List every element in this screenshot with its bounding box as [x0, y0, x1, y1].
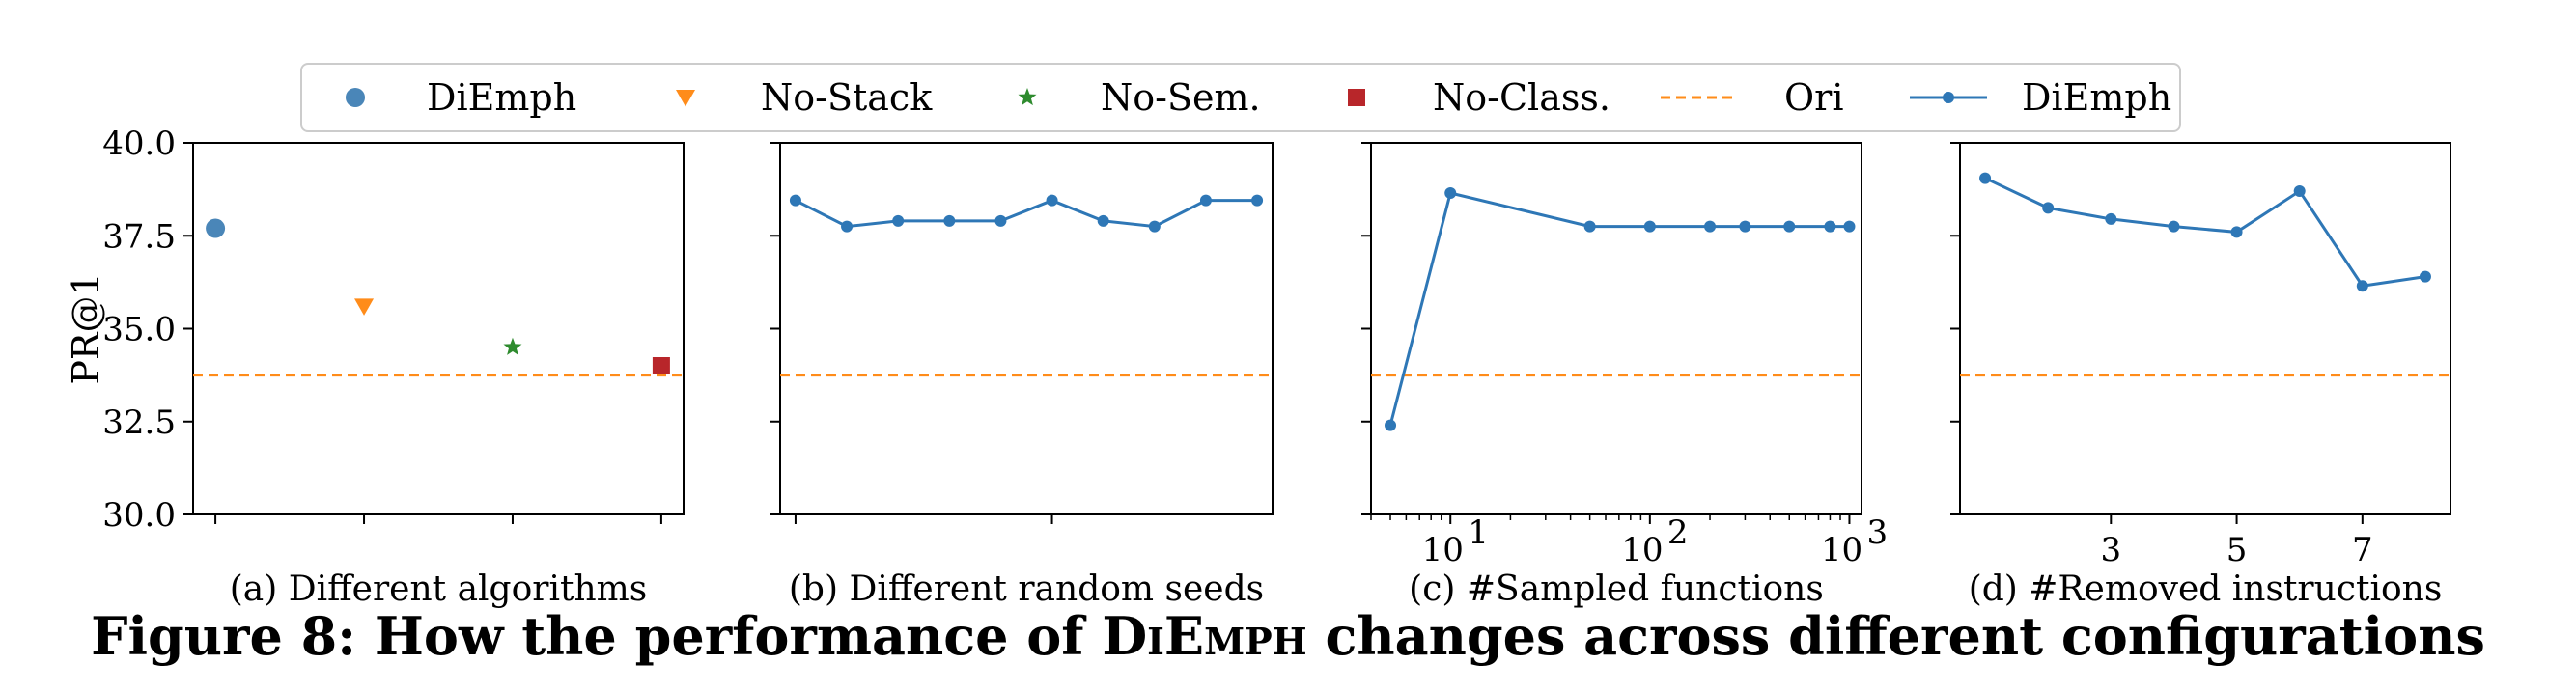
data-point — [1979, 172, 1992, 184]
legend-marker-triangle-down — [676, 90, 695, 107]
legend-label: No-Stack — [761, 76, 933, 119]
point-diemph — [206, 218, 226, 238]
legend-label: Ori — [1784, 76, 1843, 119]
caption-suffix: changes across different configurations — [1307, 605, 2485, 667]
x-tick-label: 10 — [1821, 531, 1862, 569]
data-point — [1251, 194, 1264, 207]
data-point — [2105, 212, 2117, 225]
series-line — [1388, 191, 1850, 426]
panel-c: 10 1 10 2 10 3(c) #Sampled functions — [1361, 142, 1888, 609]
data-point — [2042, 202, 2055, 214]
legend-item-4: No-Class. — [1348, 76, 1610, 119]
data-point — [994, 214, 1007, 227]
data-point — [2230, 226, 2243, 238]
data-point — [892, 214, 905, 227]
plot-frame — [1370, 142, 1862, 515]
legend-label: DiEmph — [2022, 76, 2171, 119]
legend-item-6: DiEmph — [1910, 76, 2171, 119]
point-no-class — [652, 357, 670, 374]
legend-item-5: Ori — [1661, 76, 1843, 119]
point-no-stack — [354, 298, 375, 316]
panel-subtitle: (a) Different algorithms — [230, 569, 648, 609]
data-point — [2293, 185, 2306, 198]
legend: DiEmph No-Stack No-Sem. No-Class. Ori DiEmph — [300, 63, 2181, 132]
data-point — [943, 214, 956, 227]
data-point — [789, 194, 801, 207]
legend-marker-dot — [1943, 92, 1954, 103]
x-tick-exponent: 1 — [1468, 513, 1489, 552]
point-no-sem — [503, 337, 522, 355]
data-point — [1046, 194, 1058, 207]
caption-prefix: Figure 8: How the performance of — [91, 605, 1102, 667]
panel-a: 30.0 32.5 35.0 37.5 40.0 PR@1 (a) Different al… — [65, 125, 685, 609]
legend-label: DiEmph — [427, 76, 576, 119]
data-point — [1148, 220, 1161, 233]
data-point — [1643, 220, 1656, 233]
data-point — [1739, 220, 1751, 233]
legend-item-3: No-Sem. — [1018, 76, 1261, 119]
plot-frame — [1959, 142, 2451, 515]
y-axis-label: PR@1 — [65, 272, 107, 384]
x-tick-label: 10 — [1422, 531, 1464, 569]
data-point — [1199, 194, 1212, 207]
data-point — [841, 220, 854, 233]
data-point — [1843, 220, 1856, 233]
panel-subtitle: (b) Different random seeds — [789, 569, 1264, 609]
legend-marker-square — [1348, 89, 1365, 106]
data-point — [1704, 220, 1717, 233]
data-point — [1583, 220, 1596, 233]
data-point — [2168, 220, 2180, 233]
data-point — [2419, 270, 2431, 283]
plot-frame — [192, 142, 685, 515]
data-point — [1097, 214, 1109, 227]
data-point — [1783, 220, 1796, 233]
data-point — [1444, 186, 1457, 199]
legend-marker-circle — [346, 88, 365, 107]
y-tick-label: 37.5 — [102, 217, 176, 256]
x-tick-label: 10 — [1621, 531, 1663, 569]
legend-item-2: No-Stack — [676, 76, 933, 119]
series-line — [1984, 177, 2426, 288]
data-point — [1385, 419, 1397, 431]
x-tick-label: 5 — [2226, 531, 2248, 569]
series-line — [795, 199, 1258, 229]
caption-method-name: DiEmph — [1102, 605, 1306, 667]
y-tick-label: 35.0 — [102, 311, 176, 349]
legend-label: No-Sem. — [1101, 76, 1261, 119]
x-tick-exponent: 2 — [1667, 513, 1689, 552]
data-point — [1824, 220, 1836, 233]
legend-label: No-Class. — [1433, 76, 1610, 119]
figure-caption: Figure 8: How the performance of DiEmph … — [91, 605, 2485, 667]
panel-subtitle: (d) #Removed instructions — [1969, 569, 2443, 609]
y-tick-label: 32.5 — [102, 403, 176, 442]
panel-subtitle: (c) #Sampled functions — [1409, 569, 1824, 609]
chart-panels: 30.0 32.5 35.0 37.5 40.0 PR@1 (a) Different al… — [65, 125, 2451, 609]
x-tick-label: 3 — [2100, 531, 2121, 569]
y-tick-label: 40.0 — [102, 125, 176, 163]
x-tick-label: 7 — [2352, 531, 2373, 569]
x-tick-exponent: 3 — [1866, 513, 1888, 552]
legend-marker-star — [1018, 88, 1037, 106]
panel-d: 3 5 7(d) #Removed instructions — [1950, 142, 2451, 609]
legend-item-1: DiEmph — [346, 76, 576, 119]
panel-b: (b) Different random seeds — [770, 142, 1274, 609]
legend-frame — [300, 63, 2181, 132]
y-tick-label: 30.0 — [102, 496, 176, 535]
data-point — [2356, 280, 2368, 292]
plot-frame — [779, 142, 1274, 515]
